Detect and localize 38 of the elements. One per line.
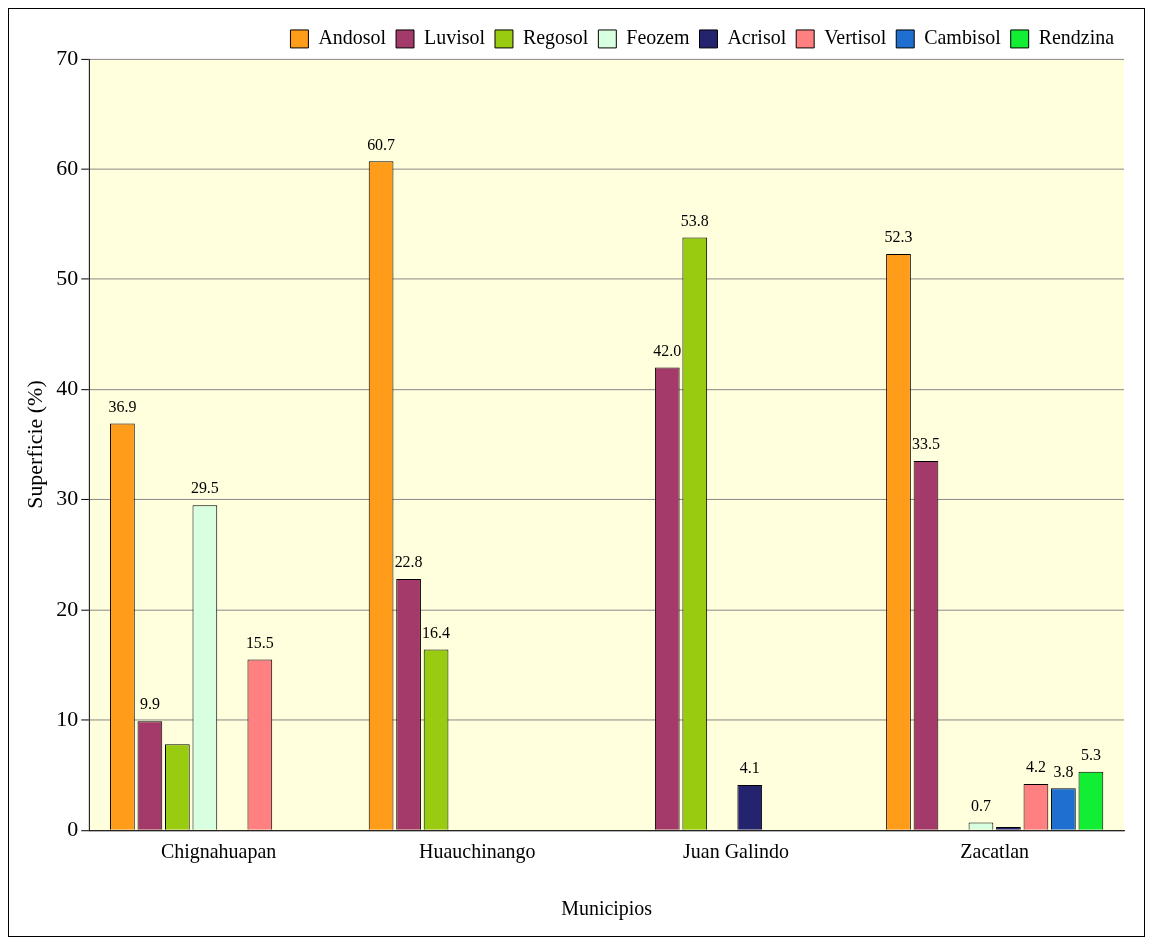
- y-tick-label: 20: [56, 595, 79, 621]
- y-axis-title: Superficie (%): [21, 380, 47, 509]
- data-label: 22.8: [394, 553, 423, 571]
- data-label: 16.4: [422, 623, 451, 641]
- x-tick-label: Zacatlan: [960, 840, 1030, 863]
- legend-label: Luvisol: [424, 26, 486, 49]
- data-label: 15.5: [245, 633, 274, 651]
- legend-label: Cambisol: [924, 26, 1002, 49]
- y-tick-label: 40: [56, 375, 79, 401]
- data-label: 5.3: [1080, 746, 1101, 764]
- data-label: 9.9: [139, 695, 160, 713]
- x-tick-label: Chignahuapan: [160, 840, 277, 864]
- x-tick-label: Huauchinango: [419, 840, 536, 864]
- x-tick-label: Juan Galindo: [683, 840, 789, 863]
- data-label: 53.8: [680, 211, 709, 229]
- legend-label: Feozem: [626, 26, 690, 49]
- data-label: 3.8: [1053, 762, 1074, 780]
- legend-label: Rendzina: [1038, 26, 1115, 49]
- legend-label: Andosol: [318, 26, 387, 49]
- legend-label: Acrisol: [727, 26, 787, 49]
- legend-label: Vertisol: [824, 26, 887, 49]
- legend-label: Regosol: [522, 26, 589, 50]
- x-axis-title: Municipios: [561, 897, 653, 921]
- y-tick-label: 0: [67, 816, 79, 841]
- y-tick-label: 50: [56, 265, 79, 291]
- data-label: 52.3: [884, 228, 913, 246]
- data-label: 60.7: [367, 135, 396, 153]
- data-label: 4.2: [1025, 758, 1046, 776]
- y-tick-label: 30: [56, 485, 79, 511]
- y-tick-label: 10: [56, 705, 79, 731]
- data-label: 29.5: [190, 479, 219, 497]
- y-tick-label: 60: [56, 154, 79, 180]
- data-label: 0.7: [970, 796, 991, 814]
- data-label: 33.5: [912, 435, 940, 453]
- y-tick-label: 70: [56, 44, 79, 70]
- data-label: 36.9: [108, 397, 137, 415]
- data-label: 4.1: [739, 759, 760, 777]
- data-label: 42.0: [653, 341, 682, 359]
